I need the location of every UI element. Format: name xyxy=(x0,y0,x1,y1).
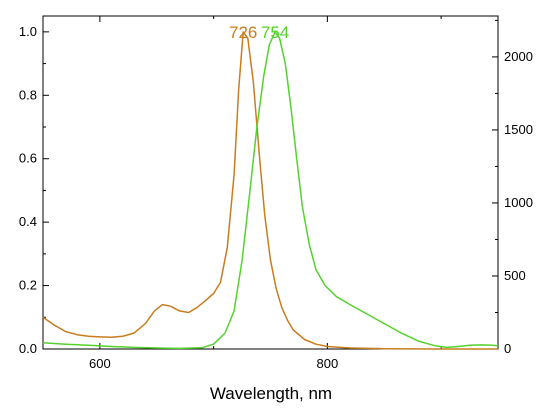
series-line-0 xyxy=(42,31,498,350)
series-line-1 xyxy=(42,31,499,350)
y-right-tick-label: 0 xyxy=(504,341,511,356)
y-left-tick-label: 0.2 xyxy=(19,278,37,293)
plot-frame xyxy=(42,15,499,350)
series-group xyxy=(42,31,499,350)
y-right-tick-label: 2000 xyxy=(504,49,533,64)
y-left-tick-label: 1.0 xyxy=(19,24,37,39)
x-tick-label: 800 xyxy=(317,356,339,371)
y-left-tick-label: 0.8 xyxy=(19,87,37,102)
axes-ticks: 600 800 0.0 0.2 0.4 0.6 0.8 1.0 0 500 1000 1500 2000 xyxy=(19,16,533,371)
y-right-tick-label: 1500 xyxy=(504,122,533,137)
peak-label-754: 754 xyxy=(261,23,289,42)
y-left-tick-label: 0.6 xyxy=(19,151,37,166)
labels-group: 726 754 xyxy=(229,23,289,42)
x-tick-label: 600 xyxy=(89,356,111,371)
x-axis-title: Wavelength, nm xyxy=(210,384,332,403)
y-right-tick-label: 1000 xyxy=(504,195,533,210)
y-left-tick-label: 0.4 xyxy=(19,214,37,229)
y-left-tick-label: 0.0 xyxy=(19,341,37,356)
peak-label-726: 726 xyxy=(229,23,257,42)
y-right-tick-label: 500 xyxy=(504,268,526,283)
